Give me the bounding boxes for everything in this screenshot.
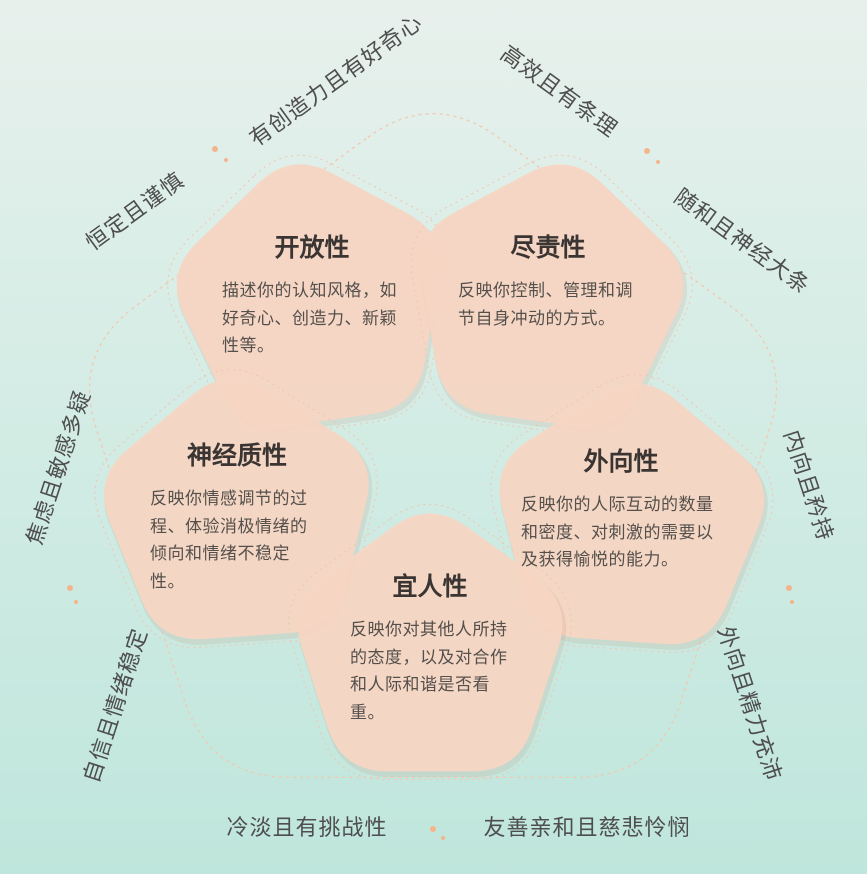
conscientiousness-desc: 反映你控制、管理和调节自身冲动的方式。 [458,281,633,329]
petal-agreeableness-dashed-ring [288,503,572,780]
card-neuroticism: 神经质性 反映你情感调节的过程、体验消极情绪的倾向和情绪不稳定性。 [150,436,324,596]
card-conscientiousness: 尽责性 反映你控制、管理和调节自身冲动的方式。 [458,228,638,333]
accent-dot [74,600,78,604]
pole-detached: 冷淡且有挑战性 [226,816,388,841]
card-openness: 开放性 描述你的认知风格，如好奇心、创造力、新颖性等。 [222,228,402,361]
neuroticism-desc: 反映你情感调节的过程、体验消极情绪的倾向和情绪不稳定性。 [150,489,308,592]
pole-friendly: 友善亲和且慈悲怜悯 [483,816,691,841]
agreeableness-title: 宜人性 [392,572,468,601]
petal-openness [176,164,441,427]
openness-desc: 描述你的认知风格，如好奇心、创造力、新颖性等。 [222,281,397,357]
petal-neuroticism [103,378,369,640]
accent-dot [656,160,660,164]
accent-dot [224,158,228,162]
conscientiousness-title: 尽责性 [510,233,586,262]
accent-dot [441,836,445,840]
openness-title: 开放性 [274,233,350,262]
petal-extraversion [499,383,765,645]
petal-neuroticism-dashed-ring [94,369,378,648]
petal-conscientiousness [419,164,684,427]
accent-dot [430,826,436,832]
extraversion-desc: 反映你的人际互动的数量和密度、对刺激的需要以及获得愉悦的能力。 [521,495,714,571]
agreeableness-desc: 反映你对其他人所持的态度，以及对合作和人际和谐是否看重。 [350,620,508,723]
card-extraversion: 外向性 反映你的人际互动的数量和密度、对刺激的需要以及获得愉悦的能力。 [521,442,721,575]
petal-conscientiousness-dashed-ring [410,154,693,436]
card-agreeableness: 宜人性 反映你对其他人所持的态度，以及对合作和人际和谐是否看重。 [350,567,510,727]
petal-extraversion-dashed-ring [490,374,774,653]
accent-dot [786,585,792,591]
accent-dot [644,148,650,154]
petals [94,154,774,780]
neuroticism-title: 神经质性 [186,441,287,470]
petal-openness-dashed-ring [167,154,450,436]
accent-dot [790,600,794,604]
petal-agreeableness [297,513,563,772]
extraversion-title: 外向性 [583,447,659,476]
accent-dot [212,146,218,152]
accent-dot [67,585,73,591]
